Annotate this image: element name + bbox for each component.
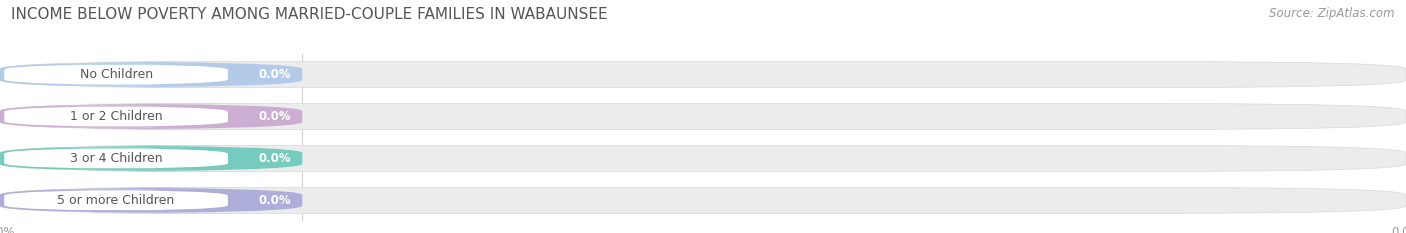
Text: 0.0%: 0.0%: [259, 194, 291, 207]
Text: 0.0%: 0.0%: [259, 110, 291, 123]
FancyBboxPatch shape: [4, 190, 228, 211]
Text: Source: ZipAtlas.com: Source: ZipAtlas.com: [1270, 7, 1395, 20]
FancyBboxPatch shape: [4, 106, 228, 127]
Text: No Children: No Children: [80, 68, 153, 81]
FancyBboxPatch shape: [0, 62, 1406, 88]
Text: 0.0%: 0.0%: [259, 68, 291, 81]
Text: 0.0%: 0.0%: [259, 152, 291, 165]
FancyBboxPatch shape: [0, 145, 302, 171]
FancyBboxPatch shape: [4, 148, 228, 169]
FancyBboxPatch shape: [0, 103, 302, 130]
Text: INCOME BELOW POVERTY AMONG MARRIED-COUPLE FAMILIES IN WABAUNSEE: INCOME BELOW POVERTY AMONG MARRIED-COUPL…: [11, 7, 607, 22]
FancyBboxPatch shape: [4, 64, 228, 85]
Text: 3 or 4 Children: 3 or 4 Children: [70, 152, 162, 165]
FancyBboxPatch shape: [0, 62, 302, 88]
FancyBboxPatch shape: [0, 187, 1406, 213]
Text: 5 or more Children: 5 or more Children: [58, 194, 174, 207]
Text: 1 or 2 Children: 1 or 2 Children: [70, 110, 162, 123]
FancyBboxPatch shape: [0, 145, 1406, 171]
FancyBboxPatch shape: [0, 103, 1406, 130]
FancyBboxPatch shape: [0, 187, 302, 213]
